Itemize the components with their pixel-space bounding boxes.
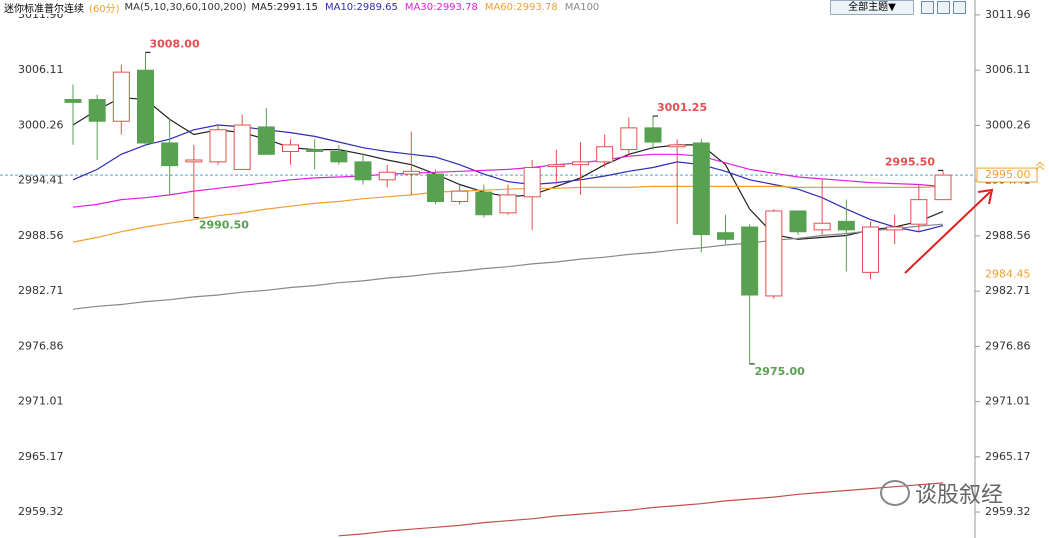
legend-entry: MA5:2991.15 [251, 1, 318, 13]
price-pointer [1035, 161, 1045, 171]
candle-body [765, 210, 783, 297]
y-tick-label-right: 2976.86 [985, 339, 1031, 352]
candle-body [64, 99, 82, 103]
arrow [904, 188, 994, 274]
candle-body [741, 226, 759, 296]
y-tick-label: 3000.26 [18, 118, 64, 131]
candle-body [572, 161, 589, 166]
high-label: 2995.50 [885, 155, 935, 168]
candle-body [282, 144, 299, 152]
period: (60分) [89, 3, 120, 15]
candle-body [330, 150, 348, 163]
candle-body [499, 194, 517, 214]
candle-body [862, 226, 879, 273]
candle-body [813, 222, 831, 231]
candle-body [451, 190, 469, 203]
icon-button[interactable] [937, 1, 950, 14]
candle-body [354, 161, 372, 181]
y-tick-label: 2994.41 [18, 174, 64, 187]
candle-body [233, 124, 251, 170]
legend-entry: MA30:2993.78 [404, 1, 478, 13]
candle-body [523, 167, 541, 198]
candle-body [161, 142, 179, 167]
y-tick-label-right: 2982.71 [985, 284, 1031, 297]
candle-body [886, 226, 904, 231]
candle-body [547, 164, 565, 168]
price-box [976, 167, 1038, 183]
y-tick-label: 3006.11 [18, 63, 64, 76]
candle-body [402, 170, 420, 175]
candle-body [475, 191, 493, 216]
y-tick-label-right: 2965.17 [985, 450, 1031, 463]
price-label: 2984.45 [985, 268, 1031, 281]
ma-line [338, 482, 944, 537]
candle-body [378, 171, 396, 181]
y-tick-label: 2965.17 [18, 450, 64, 463]
candle-body [692, 142, 710, 236]
header: 迷你标准普尔连续 (60分) MA(5,10,30,60,100,200) MA… [0, 0, 600, 15]
high-label: 3001.25 [657, 101, 707, 114]
y-tick-label: 2971.01 [18, 395, 64, 408]
candle-body [644, 127, 662, 143]
y-tick-label-right: 3011.96 [985, 8, 1031, 21]
y-tick-label-right: 2971.01 [985, 395, 1031, 408]
candle-body [306, 149, 324, 152]
candle-body [789, 210, 807, 233]
candle-body [112, 71, 130, 122]
price-label: 2995.00 [985, 168, 1031, 181]
y-tick-label: 2988.56 [18, 229, 64, 242]
legend-entry: MA100 [564, 1, 600, 13]
y-tick-label-right: 3000.26 [985, 118, 1031, 131]
ma-line [72, 124, 944, 233]
y-tick-label-right: 3006.11 [985, 63, 1031, 76]
icon-button[interactable] [921, 1, 934, 14]
theme-button[interactable]: 全部主题▼ [830, 0, 914, 15]
candle-body [620, 127, 638, 151]
watermark-icon [880, 480, 910, 506]
candle-body [257, 126, 275, 155]
low-label: 2990.50 [199, 219, 249, 232]
y-tick-label-right: 2959.32 [985, 505, 1031, 518]
high-label: 3008.00 [150, 37, 200, 50]
candle-body [668, 144, 686, 148]
low-label: 2975.00 [755, 365, 805, 378]
candle-body [88, 99, 106, 122]
candle-body [427, 173, 444, 203]
watermark: 谈股叙经 [915, 483, 1004, 508]
candle-body [717, 232, 734, 240]
candle-body [209, 129, 227, 163]
candle-body [137, 69, 154, 144]
candle-body [596, 146, 614, 163]
indicator: MA(5,10,30,60,100,200) [124, 1, 247, 13]
legend-entry: MA10:2989.65 [324, 1, 398, 13]
y-tick-label-right: 2988.56 [985, 229, 1031, 242]
y-tick-label: 2982.71 [18, 284, 64, 297]
y-tick-label: 2959.32 [18, 505, 64, 518]
legend-entry: MA60:2993.78 [484, 1, 558, 13]
candle-body [910, 199, 928, 225]
candle-body [837, 220, 855, 231]
candle-body [934, 174, 952, 201]
ma-line [72, 153, 944, 208]
ma-line [72, 223, 944, 310]
legend: MA5:2991.15 MA10:2989.65 MA30:2993.78 MA60:… [251, 2, 599, 13]
chart-title: 迷你标准普尔连续 [4, 3, 84, 15]
y-tick-label: 2976.86 [18, 339, 64, 352]
candle-body [185, 159, 203, 163]
icon-button[interactable] [953, 1, 966, 14]
